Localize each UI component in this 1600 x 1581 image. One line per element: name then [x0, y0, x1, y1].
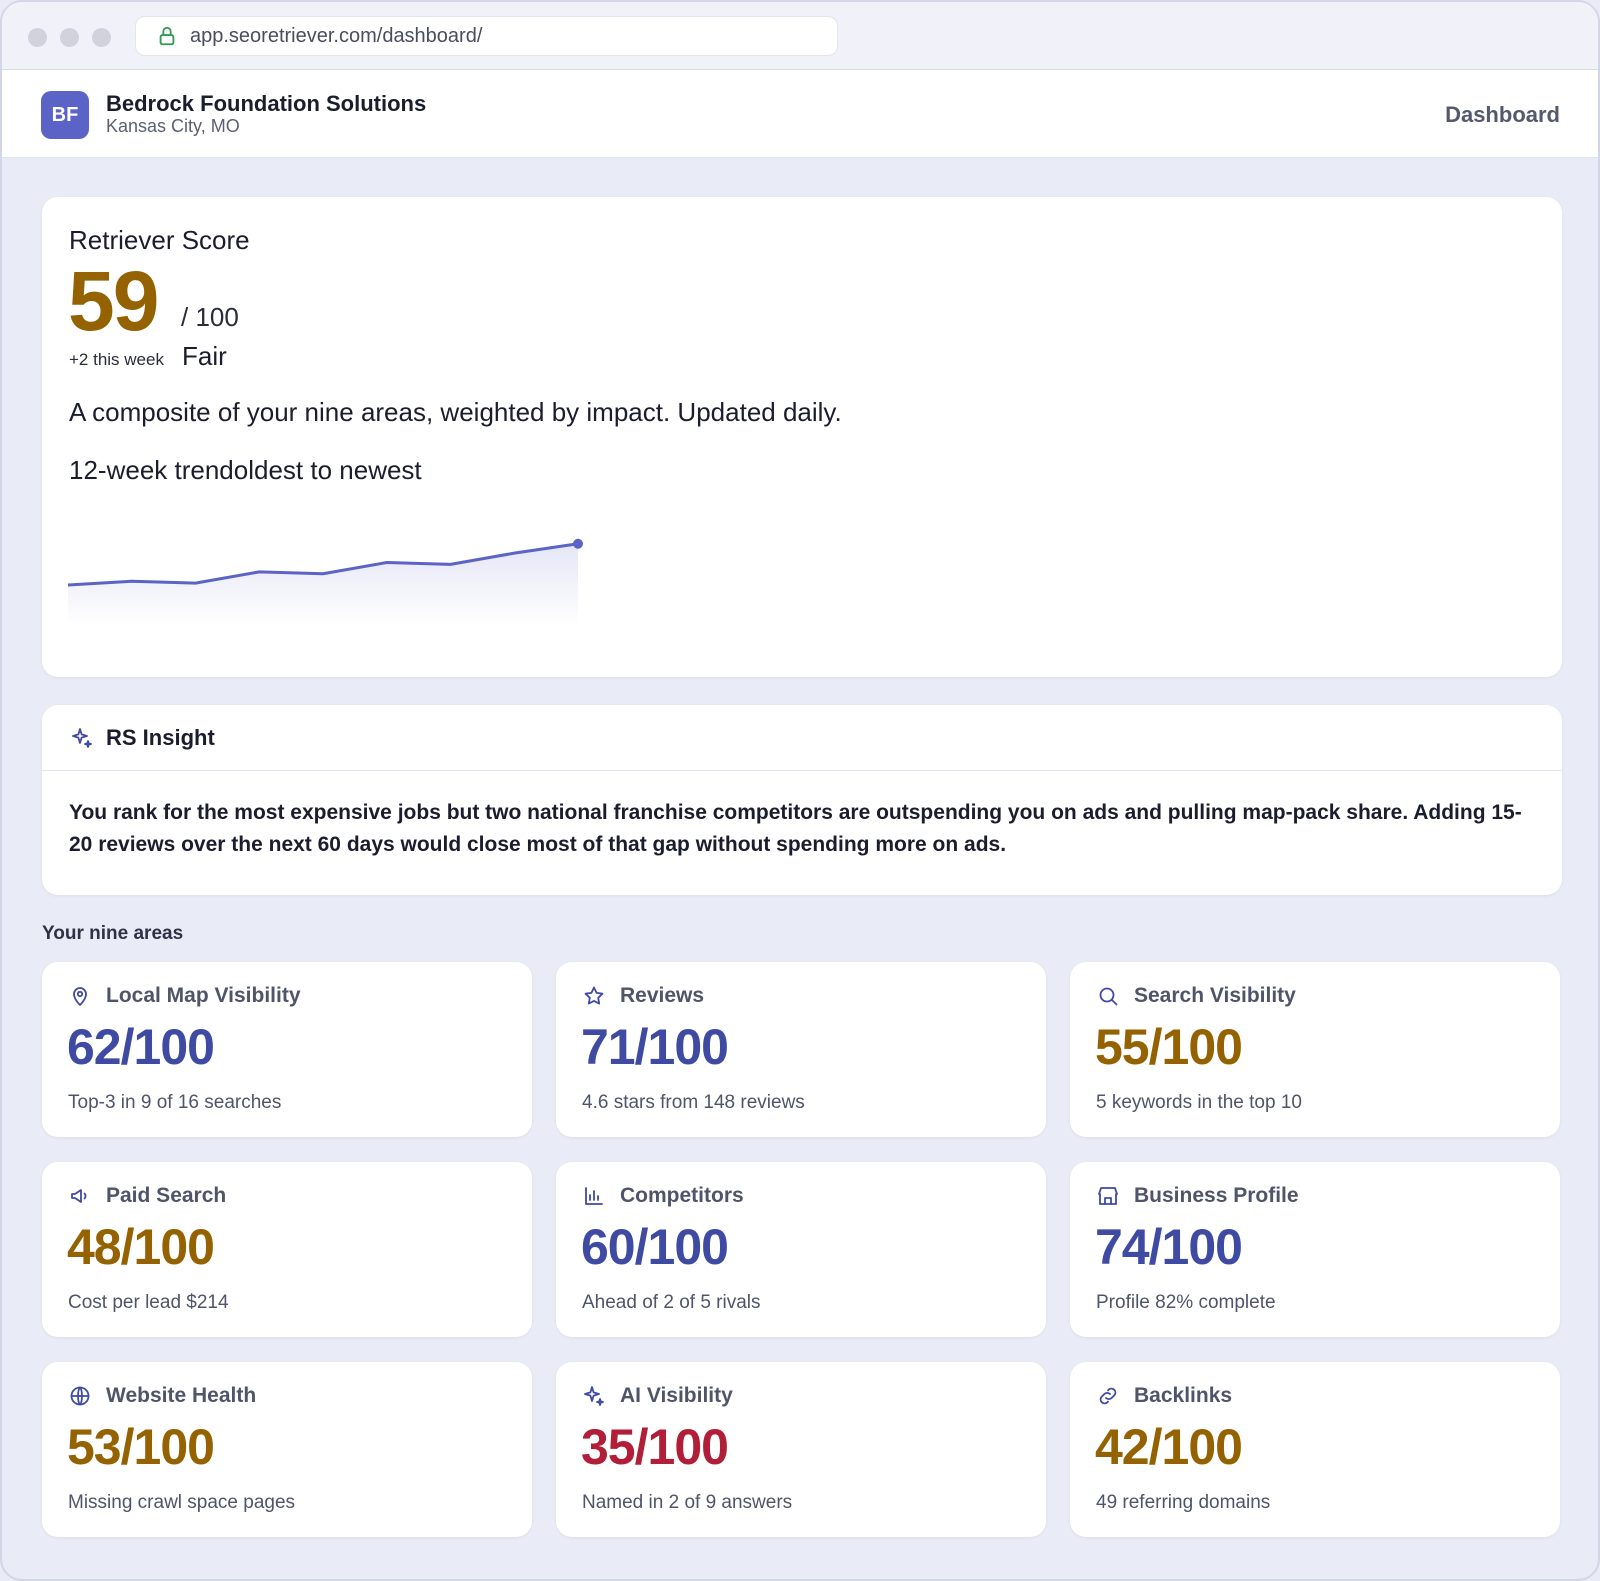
megaphone-icon [68, 1184, 92, 1208]
sparkle-icon [70, 726, 94, 750]
area-header: Local Map Visibility [68, 984, 301, 1008]
area-name: Search Visibility [1134, 984, 1296, 1007]
storefront-icon [1096, 1184, 1120, 1208]
area-detail: Missing crawl space pages [68, 1492, 296, 1513]
area-card-competitors[interactable]: Competitors 60/100 Ahead of 2 of 5 rivals [556, 1162, 1046, 1337]
link-icon [1096, 1384, 1120, 1408]
business-avatar[interactable]: BF [41, 91, 89, 139]
browser-chrome: app.seoretriever.com/dashboard/ [2, 2, 1598, 70]
trend-line [68, 542, 579, 587]
area-header: Paid Search [68, 1184, 226, 1208]
insight-card: RS Insight You rank for the most expensi… [42, 705, 1562, 895]
retriever-score-card: Retriever Score 59 / 100 +2 this week Fa… [42, 197, 1562, 677]
area-name: Backlinks [1134, 1384, 1233, 1407]
area-card-paid-search[interactable]: Paid Search 48/100 Cost per lead $214 [42, 1162, 532, 1337]
area-name: Local Map Visibility [106, 984, 301, 1007]
area-card-website-health[interactable]: Website Health 53/100 Missing crawl space … [42, 1362, 532, 1537]
area-header: Website Health [68, 1384, 256, 1408]
trend-title: 12-week trendoldest to newest [69, 455, 422, 485]
area-name: Paid Search [106, 1184, 227, 1207]
area-card-ai-visibility[interactable]: AI Visibility 35/100 Named in 2 of 9 answe… [556, 1362, 1046, 1537]
score-rating: Fair [182, 341, 227, 371]
area-card-backlinks[interactable]: Backlinks 42/100 49 referring domains [1070, 1362, 1560, 1537]
minimize-window-dot[interactable] [60, 28, 79, 47]
area-detail: Ahead of 2 of 5 rivals [582, 1292, 761, 1313]
area-detail: 5 keywords in the top 10 [1096, 1092, 1302, 1113]
area-score: 42/100 [1095, 1419, 1243, 1475]
business-name: Bedrock Foundation Solutions [106, 91, 427, 116]
url-text: app.seoretriever.com/dashboard/ [190, 24, 483, 47]
area-detail: Named in 2 of 9 answers [582, 1492, 793, 1513]
area-score: 74/100 [1095, 1219, 1243, 1275]
area-score: 53/100 [67, 1419, 215, 1475]
area-detail: Cost per lead $214 [68, 1292, 229, 1313]
area-name: Business Profile [1134, 1184, 1299, 1207]
star-icon [582, 984, 606, 1008]
maximize-window-dot[interactable] [92, 28, 111, 47]
area-score: 35/100 [581, 1419, 729, 1475]
score-max: / 100 [181, 302, 239, 332]
score-delta: +2 this week [69, 350, 164, 369]
trend-chart [68, 538, 583, 625]
globe-icon [68, 1384, 92, 1408]
lock-icon [156, 25, 178, 47]
area-score: 60/100 [581, 1219, 729, 1275]
map-pin-icon [68, 984, 92, 1008]
area-score: 48/100 [67, 1219, 215, 1275]
area-score: 62/100 [67, 1019, 215, 1075]
sparkle-icon [582, 1384, 606, 1408]
area-header: Reviews [582, 984, 704, 1008]
area-header: Backlinks [1096, 1384, 1232, 1408]
area-detail: Top-3 in 9 of 16 searches [68, 1092, 282, 1113]
trend-area [68, 543, 578, 625]
app-header: BF Bedrock Foundation Solutions Kansas C… [2, 70, 1598, 158]
area-header: AI Visibility [582, 1384, 733, 1408]
area-score: 55/100 [1095, 1019, 1243, 1075]
area-header: Competitors [582, 1184, 744, 1208]
area-detail: 49 referring domains [1096, 1492, 1271, 1513]
area-header: Business Profile [1096, 1184, 1299, 1208]
areas-section-label: Your nine areas [42, 923, 184, 944]
area-detail: Profile 82% complete [1096, 1292, 1276, 1313]
nav-dashboard-link[interactable]: Dashboard [1445, 102, 1560, 127]
area-card-local-map-visibility[interactable]: Local Map Visibility 62/100 Top-3 in 9 of … [42, 962, 532, 1137]
bar-chart-icon [582, 1184, 606, 1208]
close-window-dot[interactable] [28, 28, 47, 47]
insight-title: RS Insight [106, 724, 215, 750]
search-icon [1096, 984, 1120, 1008]
insight-text: You rank for the most expensive jobs but… [69, 801, 1522, 856]
business-location: Kansas City, MO [106, 116, 240, 136]
area-card-reviews[interactable]: Reviews 71/100 4.6 stars from 148 reviews [556, 962, 1046, 1137]
score-label: Retriever Score [69, 225, 250, 255]
trend-point [573, 538, 583, 549]
area-score: 71/100 [581, 1019, 729, 1075]
insight-header: RS Insight [42, 705, 1562, 771]
area-name: Reviews [620, 984, 705, 1007]
score-value: 59 [68, 254, 159, 348]
area-card-business-profile[interactable]: Business Profile 74/100 Profile 82% comple… [1070, 1162, 1560, 1337]
area-name: Competitors [620, 1184, 744, 1207]
window-controls [28, 28, 111, 47]
area-name: AI Visibility [620, 1384, 733, 1407]
score-description: A composite of your nine areas, weighted… [69, 397, 842, 427]
area-card-search-visibility[interactable]: Search Visibility 55/100 5 keywords in the… [1070, 962, 1560, 1137]
area-name: Website Health [106, 1384, 257, 1407]
area-header: Search Visibility [1096, 984, 1296, 1008]
address-bar[interactable]: app.seoretriever.com/dashboard/ [135, 16, 838, 56]
area-detail: 4.6 stars from 148 reviews [582, 1092, 805, 1113]
